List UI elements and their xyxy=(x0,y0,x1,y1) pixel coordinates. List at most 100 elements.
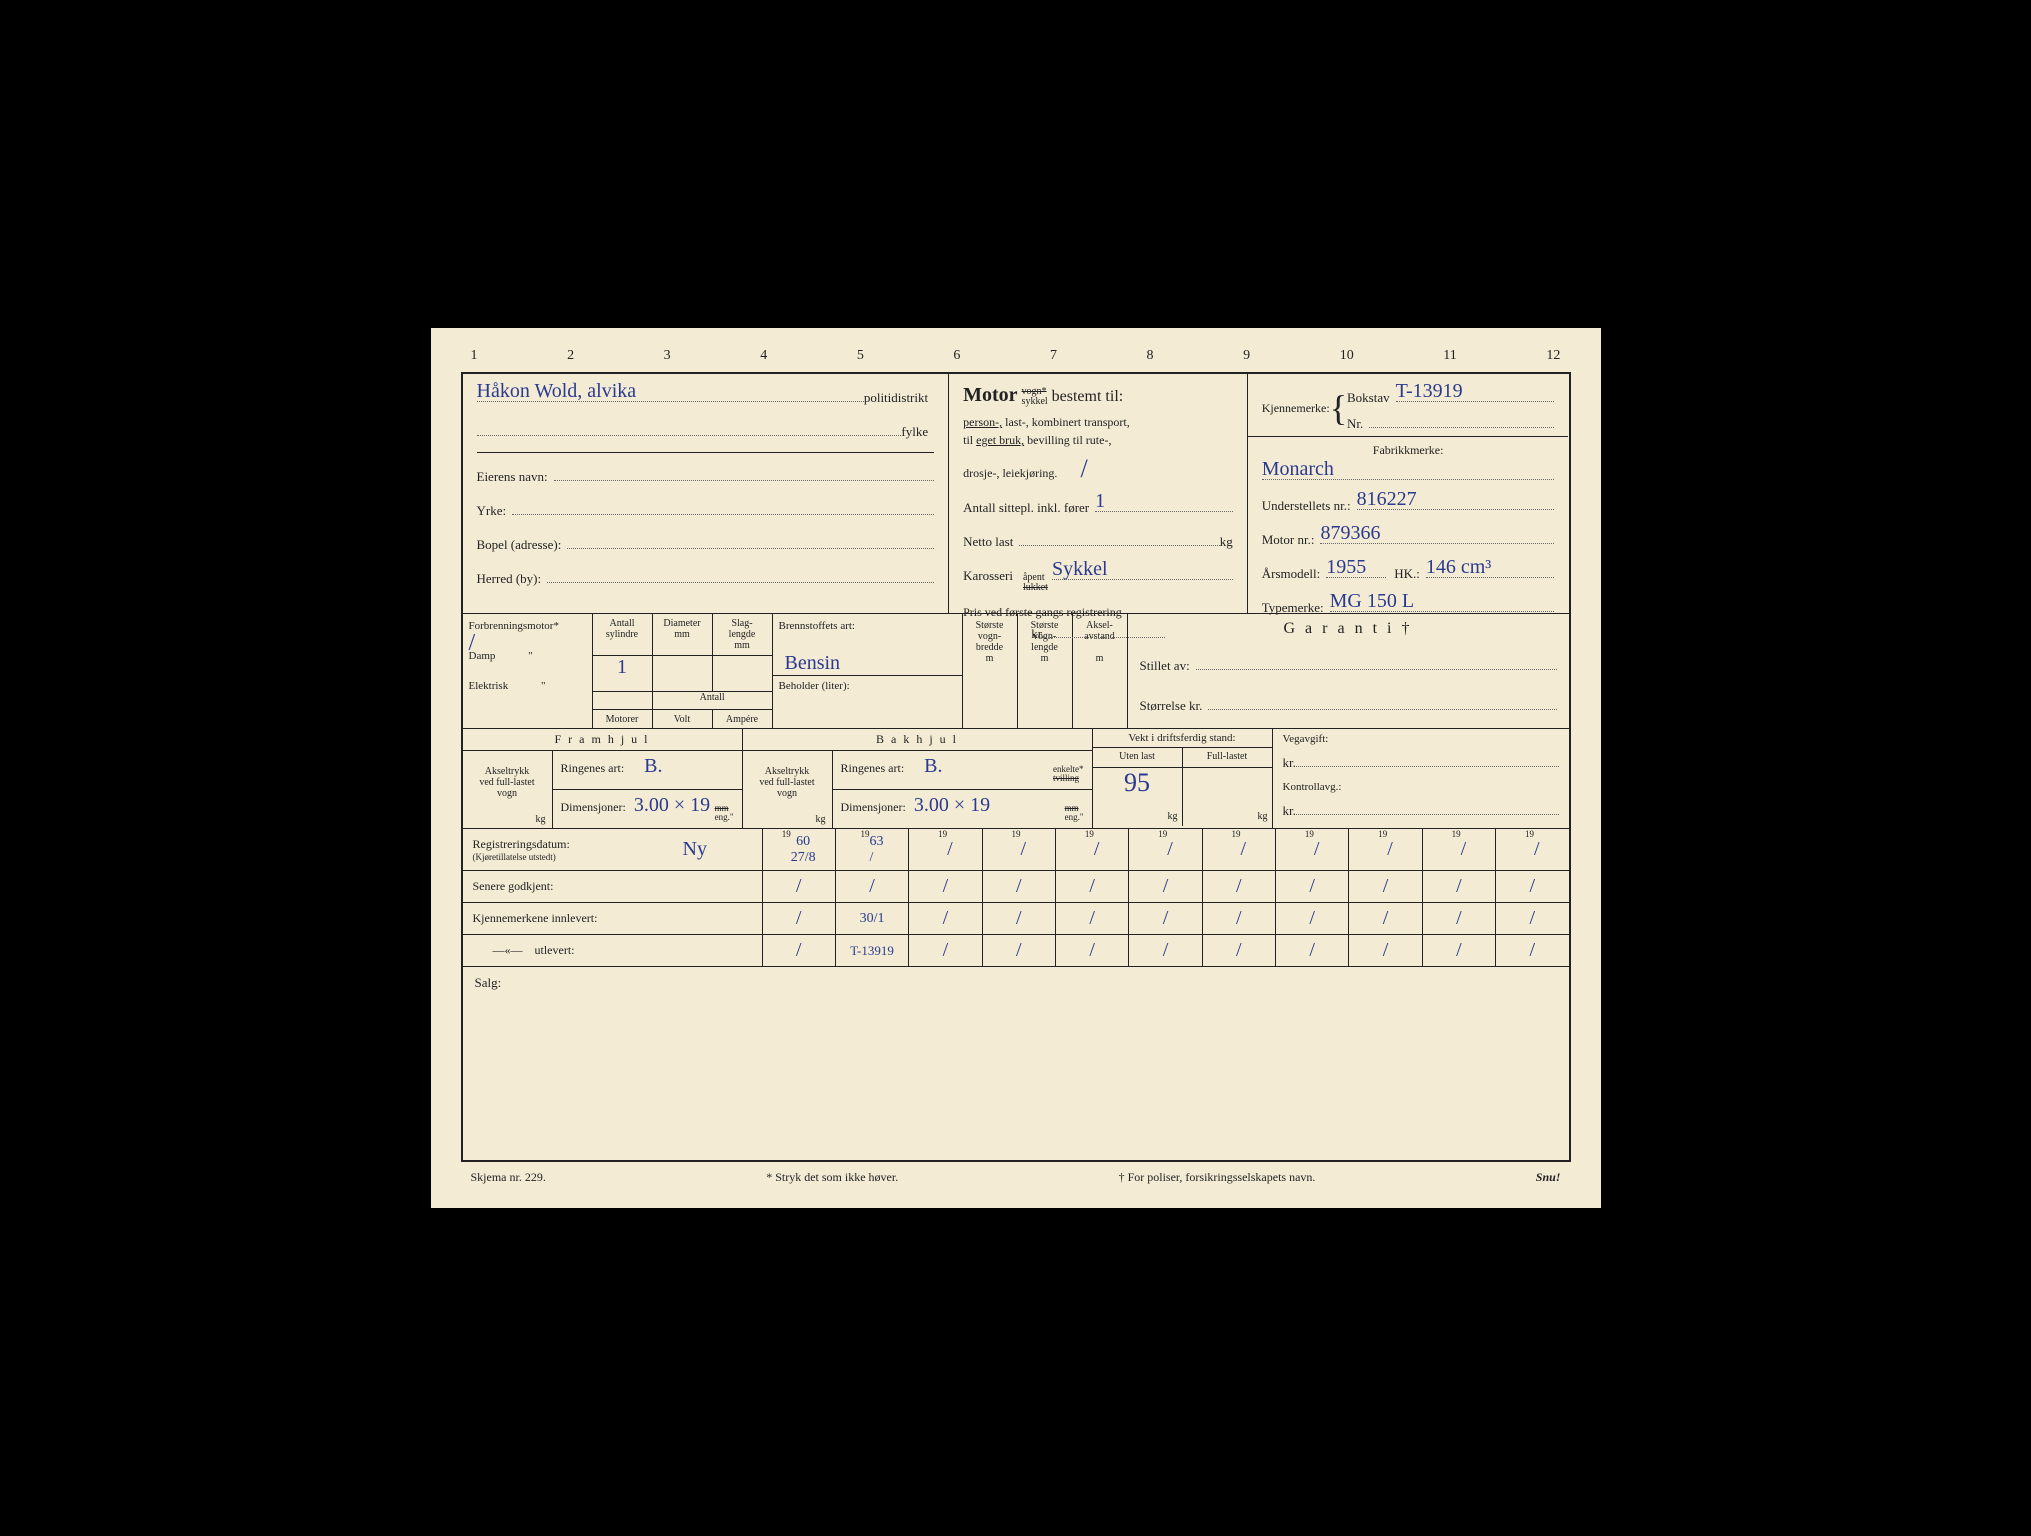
date-cell: / xyxy=(796,939,802,962)
transport-text: last-, kombinert transport, xyxy=(1005,415,1130,429)
sykkel-label: sykkel xyxy=(1022,397,1048,407)
date-cell: 63 / xyxy=(870,834,884,866)
sylindre-value: 1 xyxy=(617,656,627,678)
date-cell: / xyxy=(1456,939,1462,962)
stillet-label: Stillet av: xyxy=(1140,658,1190,674)
bestemt-label: bestemt til: xyxy=(1052,388,1124,405)
date-cell: / xyxy=(1163,875,1169,898)
date-cell: / xyxy=(869,875,875,898)
date-cell: / xyxy=(1529,939,1535,962)
date-cell: / xyxy=(1016,875,1022,898)
date-cell: / xyxy=(1016,907,1022,930)
sylindre-header: Antall sylindre xyxy=(593,614,653,656)
senere-label: Senere godkjent: xyxy=(473,879,554,894)
brennstoff-value: Bensin xyxy=(785,652,841,674)
date-cell: / xyxy=(1020,838,1026,861)
bracket-icon: { xyxy=(1330,387,1347,429)
dim-front-value: 3.00 × 19 xyxy=(634,794,710,817)
ruler-mark: 11 xyxy=(1443,348,1456,364)
dim-rear-label: Dimensjoner: xyxy=(841,800,906,815)
snu-label: Snu! xyxy=(1536,1170,1561,1185)
beholder-label: Beholder (liter): xyxy=(779,680,956,692)
slaglengde-header: Slag- lengde mm xyxy=(713,614,772,656)
date-cell: / xyxy=(1309,875,1315,898)
kjennemerke-label: Kjennemerke: xyxy=(1262,401,1330,416)
date-cell: / xyxy=(1236,907,1242,930)
kg-unit: kg xyxy=(1220,534,1233,550)
nr-label: Nr. xyxy=(1347,416,1363,432)
ringenes-front-label: Ringenes art: xyxy=(561,761,625,776)
lukket-strike: lukket xyxy=(1023,583,1048,593)
eget-bruk-underline: eget bruk, xyxy=(976,433,1024,447)
ringenes-front-value: B. xyxy=(644,755,662,778)
ruler-mark: 3 xyxy=(664,348,671,364)
kg-front: kg xyxy=(536,814,546,825)
date-cell: / xyxy=(1094,838,1100,861)
til-text: til xyxy=(963,433,973,447)
date-cell: / xyxy=(1383,939,1389,962)
date-cell: / xyxy=(1529,907,1535,930)
ruler-mark: 7 xyxy=(1050,348,1057,364)
ruler-mark: 5 xyxy=(857,348,864,364)
fylke-label: fylke xyxy=(901,424,928,440)
top-section: Håkon Wold, alvika politidistrikt fylke … xyxy=(463,374,1569,614)
date-cell: / xyxy=(1089,939,1095,962)
ruler-mark: 12 xyxy=(1546,348,1560,364)
elektrisk-label: Elektrisk xyxy=(469,680,509,692)
framhjul-label: F r a m h j u l xyxy=(463,729,742,751)
salg-section: Salg: xyxy=(463,967,1569,1022)
akseltrykk-front-label: Akseltrykk ved full-lastet vogn xyxy=(479,766,534,799)
salg-label: Salg: xyxy=(475,975,502,990)
kjennemerke-column: Kjennemerke: { Bokstav T-13919 Nr. xyxy=(1248,374,1569,613)
utlevert-label: utlevert: xyxy=(535,943,575,958)
date-cell: / xyxy=(796,907,802,930)
hk-label: HK.: xyxy=(1394,566,1420,582)
bokstav-value: T-13919 xyxy=(1396,380,1463,403)
date-cell: / xyxy=(943,939,949,962)
vegavgift-label: Vegavgift: xyxy=(1283,733,1559,745)
herred-label: Herred (by): xyxy=(477,571,542,587)
date-cell: / xyxy=(1167,838,1173,861)
date-cell: / xyxy=(947,838,953,861)
date-cell: / xyxy=(1236,939,1242,962)
date-cell: / xyxy=(1461,838,1467,861)
vekt-label: Vekt i driftsferdig stand: xyxy=(1093,729,1272,748)
karosseri-value: Sykkel xyxy=(1052,558,1108,581)
bopel-label: Bopel (adresse): xyxy=(477,537,562,553)
date-cell: / xyxy=(1163,939,1169,962)
motorer-header: Motorer xyxy=(593,710,653,728)
poliser-note: † For poliser, forsikringsselskapets nav… xyxy=(1119,1170,1316,1185)
bredde-header: Største vogn- bredde m xyxy=(963,614,1018,728)
ruler-mark: 4 xyxy=(760,348,767,364)
understell-label: Understellets nr.: xyxy=(1262,498,1351,514)
person-underline: person-, xyxy=(963,415,1002,429)
date-cell: / xyxy=(1016,939,1022,962)
ny-value: Ny xyxy=(683,838,707,861)
diameter-header: Diameter mm xyxy=(653,614,713,656)
stryk-note: * Stryk det som ikke høver. xyxy=(766,1170,898,1185)
date-cell: 30/1 xyxy=(860,911,885,927)
understell-value: 816227 xyxy=(1357,488,1417,511)
ruler-mark: 9 xyxy=(1243,348,1250,364)
fabrikk-label: Fabrikkmerke: xyxy=(1262,443,1555,458)
engine-section: Forbrenningsmotor* /Damp " Elektrisk " A… xyxy=(463,614,1569,729)
ringenes-rear-label: Ringenes art: xyxy=(841,761,905,776)
sittepl-value: 1 xyxy=(1095,490,1105,513)
date-cell: / xyxy=(1309,907,1315,930)
registration-form-page: 1 2 3 4 5 6 7 8 9 10 11 12 Håkon Wold, a… xyxy=(431,328,1601,1208)
date-cell: / xyxy=(796,875,802,898)
date-cell: T-13919 xyxy=(850,943,894,959)
date-cell: / xyxy=(1309,939,1315,962)
engine-slash: / xyxy=(469,630,476,657)
ruler-mark: 8 xyxy=(1147,348,1154,364)
karosseri-label: Karosseri xyxy=(963,568,1013,584)
bakhjul-label: B a k h j u l xyxy=(743,729,1092,751)
ringenes-rear-value: B. xyxy=(924,755,942,778)
kontrollavg-label: Kontrollavg.: xyxy=(1283,781,1559,793)
ampere-header: Ampére xyxy=(713,710,772,728)
netto-label: Netto last xyxy=(963,534,1013,550)
reg-label: Registreringsdatum: xyxy=(473,837,570,852)
politidistrikt-label: politidistrikt xyxy=(864,390,928,406)
ruler-mark: 10 xyxy=(1340,348,1354,364)
date-cell: / xyxy=(1236,875,1242,898)
